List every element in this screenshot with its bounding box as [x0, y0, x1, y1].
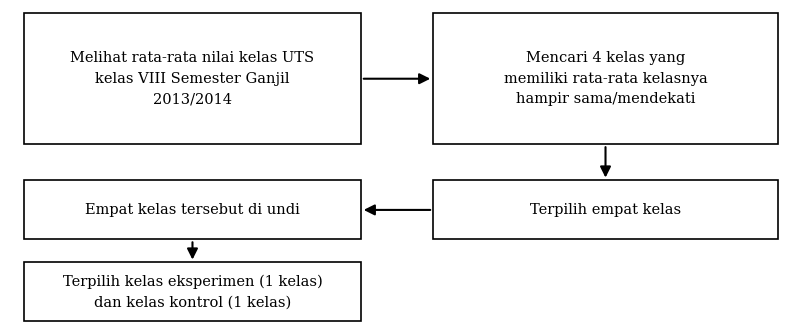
Text: Terpilih empat kelas: Terpilih empat kelas: [530, 203, 681, 217]
FancyBboxPatch shape: [24, 13, 361, 144]
FancyBboxPatch shape: [24, 262, 361, 321]
Text: Melihat rata-rata nilai kelas UTS
kelas VIII Semester Ganjil
2013/2014: Melihat rata-rata nilai kelas UTS kelas …: [71, 51, 314, 106]
Text: Mencari 4 kelas yang
memiliki rata-rata kelasnya
hampir sama/mendekati: Mencari 4 kelas yang memiliki rata-rata …: [504, 51, 707, 106]
Text: Empat kelas tersebut di undi: Empat kelas tersebut di undi: [85, 203, 300, 217]
Text: Terpilih kelas eksperimen (1 kelas)
dan kelas kontrol (1 kelas): Terpilih kelas eksperimen (1 kelas) dan …: [63, 275, 322, 309]
FancyBboxPatch shape: [24, 180, 361, 239]
FancyBboxPatch shape: [433, 180, 778, 239]
FancyBboxPatch shape: [433, 13, 778, 144]
